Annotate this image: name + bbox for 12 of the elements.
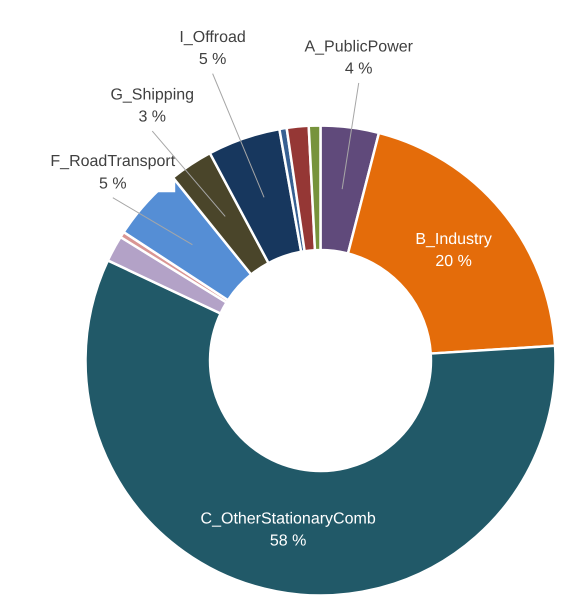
data-label: 20 % (435, 252, 472, 270)
data-label: 58 % (270, 532, 306, 550)
slice-label: A_PublicPower (304, 38, 414, 56)
slice-label: B_Industry (415, 230, 492, 248)
slice-label: I_Offroad (179, 29, 246, 46)
data-label: 3 % (138, 108, 166, 126)
data-label: 4 % (344, 60, 373, 78)
slice-label: G_Shipping (110, 86, 194, 104)
data-label: 5 % (198, 51, 226, 68)
slice-label: C_OtherStationaryComb (200, 510, 376, 528)
slice-label: F_RoadTransport (50, 153, 176, 170)
data-label: 5 % (99, 175, 127, 192)
